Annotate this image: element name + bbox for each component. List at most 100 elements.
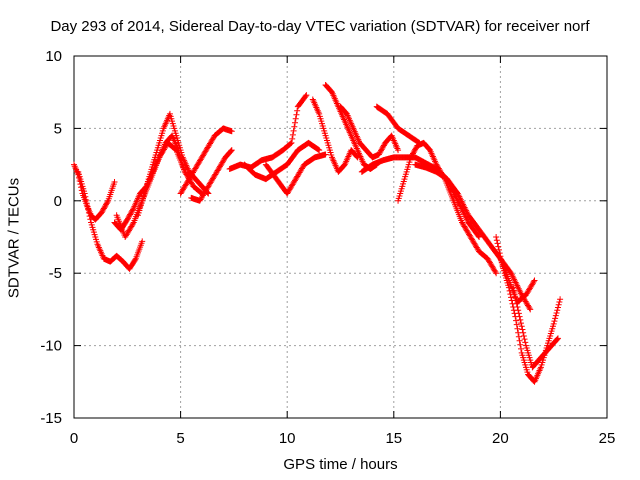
data-point (99, 208, 106, 215)
x-tick-label: 20 (492, 430, 509, 447)
data-point (376, 150, 383, 157)
data-point (85, 206, 92, 213)
data-point (531, 277, 538, 284)
data-point (379, 145, 386, 152)
data-point (518, 323, 525, 330)
data-point (125, 215, 132, 222)
data-point (81, 190, 88, 197)
x-tick-label: 10 (279, 430, 296, 447)
data-point (519, 326, 526, 333)
data-point (476, 234, 483, 240)
data-point (294, 107, 301, 114)
data-point (84, 203, 91, 210)
data-point (86, 213, 93, 220)
data-point (127, 211, 134, 218)
data-point (517, 316, 524, 323)
data-point (129, 206, 136, 213)
data-point (493, 234, 500, 240)
data-point (100, 206, 107, 213)
chart-title: Day 293 of 2014, Sidereal Day-to-day VTE… (50, 18, 590, 35)
data-point (128, 208, 135, 215)
data-point (127, 210, 134, 217)
data-point (378, 146, 385, 153)
data-point (205, 190, 212, 197)
data-point (124, 216, 131, 223)
data-point (103, 200, 110, 207)
data-point (521, 336, 528, 343)
series-track-5 (134, 110, 212, 219)
data-point (101, 204, 108, 211)
data-point (292, 119, 299, 126)
y-axis-label: SDTVAR / TECUs (5, 177, 23, 299)
data-point (495, 246, 502, 253)
series-track-20 (497, 255, 538, 306)
data-point (102, 201, 109, 208)
data-point (411, 147, 418, 154)
data-point (554, 336, 561, 343)
data-point (83, 200, 90, 207)
data-point (288, 139, 295, 146)
data-point (515, 310, 522, 317)
data-point (132, 256, 139, 263)
y-tick-label: 5 (54, 120, 62, 137)
data-point (527, 306, 534, 313)
data-point (87, 216, 94, 223)
data-point (554, 304, 561, 311)
series-track-6 (177, 125, 235, 197)
data-point (514, 325, 521, 332)
series-track-4 (113, 139, 205, 240)
data-point (495, 243, 502, 250)
data-point (554, 307, 561, 314)
data-point (85, 209, 92, 216)
series-track-1 (71, 161, 118, 223)
data-point (380, 143, 387, 150)
series-track-14 (373, 103, 423, 146)
series-track-13 (337, 103, 402, 161)
series-track-7 (188, 147, 235, 204)
data-point (550, 320, 557, 327)
data-point (228, 147, 235, 154)
x-tick-label: 25 (599, 430, 616, 447)
data-point (139, 238, 146, 245)
data-point (291, 123, 298, 130)
data-point (515, 307, 522, 314)
x-tick-label: 0 (70, 430, 78, 447)
data-point (100, 205, 107, 212)
x-tick-label: 5 (176, 430, 184, 447)
series-track-8 (226, 92, 310, 172)
data-point (493, 237, 500, 244)
data-point (228, 128, 235, 135)
data-point (513, 317, 520, 324)
y-tick-label: 10 (45, 48, 62, 65)
data-point (375, 151, 382, 158)
data-point (378, 147, 385, 154)
data-point (515, 333, 522, 340)
series-track-11 (309, 96, 361, 175)
data-point (520, 329, 527, 336)
data-point (125, 214, 132, 221)
data-point (102, 202, 109, 209)
data-point (492, 268, 499, 275)
data-point (98, 209, 105, 216)
data-point (129, 220, 136, 227)
data-point (293, 111, 300, 118)
x-axis-label: GPS time / hours (283, 456, 398, 473)
data-point (104, 199, 111, 206)
grid-lines (74, 56, 607, 418)
data-point (111, 178, 118, 185)
y-tick-label: -5 (49, 265, 62, 282)
data-point (516, 313, 523, 320)
data-point (520, 332, 527, 339)
data-point (322, 151, 329, 158)
data-point (516, 337, 523, 344)
data-point (292, 115, 299, 122)
data-point (522, 339, 529, 346)
data-point (475, 232, 482, 239)
data-point (554, 335, 561, 342)
data-point (496, 250, 503, 257)
data-point (289, 131, 296, 138)
data-point (287, 140, 294, 147)
data-point (377, 148, 384, 155)
data-point (556, 298, 563, 305)
